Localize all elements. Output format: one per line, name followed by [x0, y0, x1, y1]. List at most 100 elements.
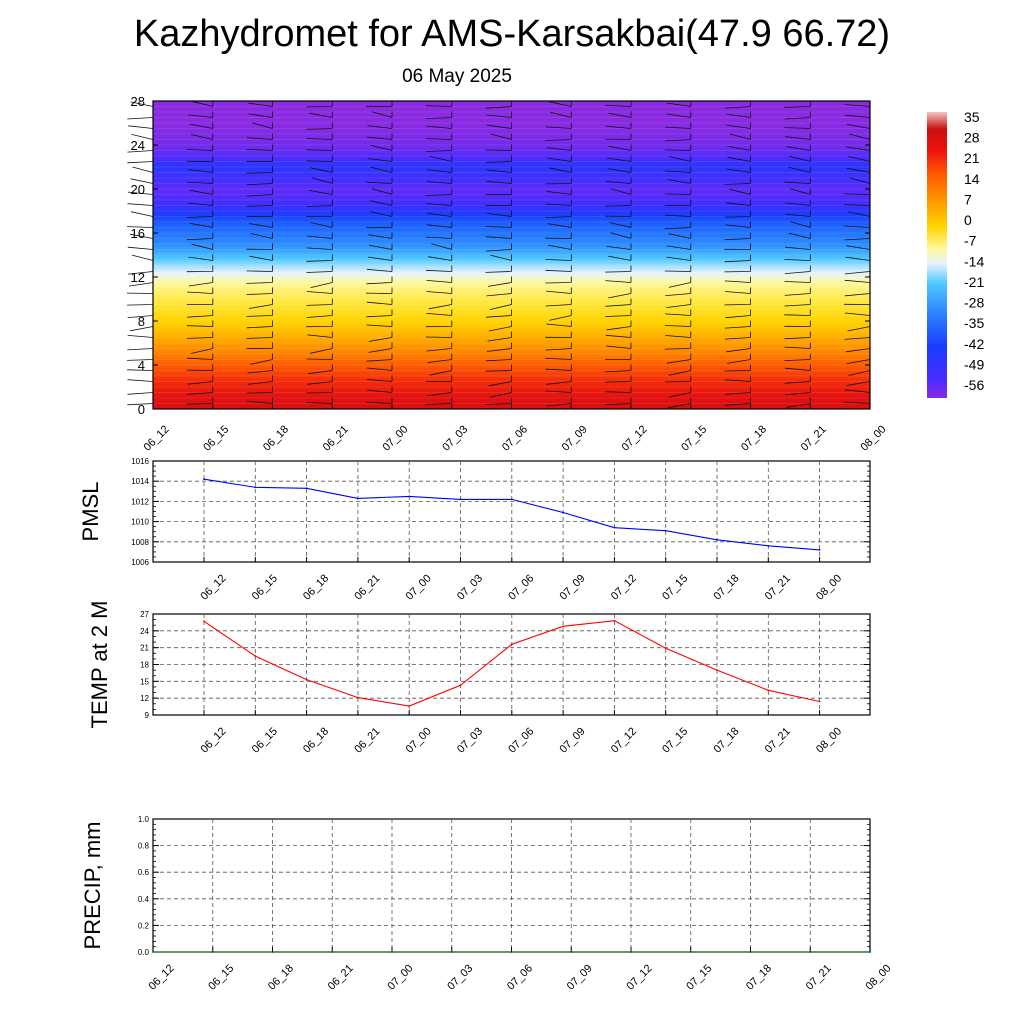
wind-barb: [126, 287, 154, 294]
wind-barb: [664, 342, 692, 350]
wind-barb: [665, 309, 692, 316]
temp-2m-point: [613, 619, 616, 622]
colorbar-label: 28: [964, 130, 980, 146]
heatmap-band: [153, 152, 870, 157]
wind-barb: [605, 331, 632, 338]
pmsl-point: [357, 497, 359, 500]
precip-point: [510, 951, 513, 953]
wind-barb: [725, 309, 751, 319]
wind-barb: [306, 144, 333, 151]
pmsl-point: [510, 498, 513, 501]
temp-2m-point: [459, 684, 462, 687]
wind-barb: [665, 287, 692, 296]
heatmap-band: [153, 174, 870, 179]
wind-barb: [725, 386, 751, 395]
x-tick-label: 07_21: [763, 572, 793, 602]
temperature-cross-section-panel: 0 4 8 12 16 20 24 28 06_12 06_15 06_18 06_21 07_00 07…: [126, 94, 889, 454]
wind-barb: [785, 364, 811, 371]
wind-barb: [605, 177, 632, 184]
wind-barb: [486, 342, 512, 352]
y-tick-label: 12: [131, 270, 145, 285]
pmsl-point: [664, 529, 667, 532]
wind-barb: [189, 122, 214, 129]
heatmap-band: [153, 161, 870, 165]
x-tick-label: 07_06: [505, 962, 535, 992]
wind-barb: [186, 320, 214, 327]
wind-barb: [548, 243, 572, 250]
wind-barb: [664, 199, 692, 206]
heatmap-band: [153, 119, 870, 124]
wind-barb: [426, 309, 453, 316]
temp-2m-point: [357, 696, 359, 699]
wind-barb: [186, 210, 214, 218]
wind-barb: [726, 166, 751, 173]
wind-barb: [368, 331, 393, 342]
x-tick-label: 08_00: [814, 572, 844, 602]
wind-barb: [426, 122, 453, 129]
x-tick-label: 08_00: [814, 725, 844, 755]
wind-barb: [726, 122, 751, 129]
y-tick-label: 24: [140, 627, 149, 636]
wind-barb: [127, 111, 154, 120]
wind-barb: [546, 320, 572, 327]
colorbar-label: 0: [964, 212, 972, 228]
x-tick-label: 08_00: [858, 423, 888, 453]
wind-barb: [489, 386, 512, 398]
wind-barb: [367, 155, 393, 162]
wind-barb: [605, 309, 632, 317]
colorbar-label: -35: [964, 315, 984, 331]
heatmap-band: [153, 185, 870, 190]
wind-barb: [369, 199, 393, 206]
wind-barb: [132, 166, 154, 173]
wind-barb: [545, 364, 572, 371]
wind-barb: [609, 221, 632, 228]
pmsl-point: [613, 526, 616, 529]
precip-point: [211, 951, 214, 953]
x-tick-label: 07_03: [445, 962, 475, 992]
wind-barb: [366, 320, 393, 327]
x-tick-label: 06_21: [326, 962, 356, 992]
wind-barb: [309, 111, 333, 118]
precip-point: [809, 951, 812, 953]
wind-barb: [246, 243, 273, 250]
x-tick-label: 07_00: [404, 725, 434, 755]
heatmap-band: [153, 284, 870, 289]
wind-barb: [186, 298, 214, 305]
wind-barb: [785, 199, 811, 206]
wind-barb: [308, 188, 333, 195]
x-tick-label: 07_15: [684, 962, 714, 992]
heatmap-band: [153, 271, 870, 275]
wind-barb: [668, 155, 692, 162]
wind-barb: [430, 155, 453, 162]
wind-barb: [549, 309, 572, 321]
wind-barb: [605, 342, 632, 349]
wind-barb: [790, 188, 811, 195]
x-tick-label: 06_12: [198, 725, 228, 755]
heatmap-band: [153, 194, 870, 198]
wind-barb: [311, 177, 333, 184]
wind-barb: [725, 287, 751, 294]
heatmap-band: [153, 141, 870, 146]
x-tick-label: 07_12: [609, 572, 639, 602]
wind-barb: [485, 243, 512, 252]
wind-barb: [246, 199, 273, 207]
y-tick-label: 24: [131, 138, 145, 153]
wind-barb: [668, 276, 692, 288]
heatmap-band: [153, 394, 870, 399]
x-tick-label: 06_12: [198, 572, 228, 602]
wind-barb: [788, 166, 811, 173]
wind-barb: [426, 199, 453, 206]
wind-barb: [128, 122, 154, 129]
wind-barb: [187, 199, 214, 206]
heatmap-band: [153, 216, 870, 220]
wind-barb: [486, 177, 512, 184]
x-tick-label: 07_09: [558, 572, 588, 602]
wind-barb: [605, 353, 632, 360]
wind-barb: [487, 210, 512, 217]
x-tick-label: 06_12: [141, 423, 171, 453]
wind-barb: [724, 364, 751, 372]
wind-barb: [784, 254, 811, 261]
x-tick-label: 07_18: [744, 962, 774, 992]
wind-barb: [246, 342, 273, 349]
wind-barb: [425, 375, 453, 382]
